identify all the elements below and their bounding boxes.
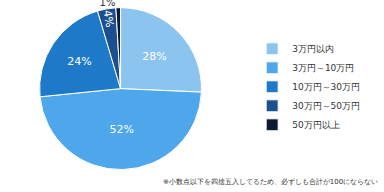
svg-text:4%: 4% xyxy=(100,9,116,28)
svg-text:50万円以上: 50万円以上 xyxy=(292,120,339,130)
svg-text:28%: 28% xyxy=(142,50,166,63)
svg-text:※小数点以下を四捨五入してるため、必ずしも合計が100になら: ※小数点以下を四捨五入してるため、必ずしも合計が100にならない xyxy=(163,178,378,186)
svg-text:1%: 1% xyxy=(100,0,116,8)
svg-text:10万円～30万円: 10万円～30万円 xyxy=(292,82,360,92)
svg-text:24%: 24% xyxy=(67,55,91,68)
svg-text:30万円～50万円: 30万円～50万円 xyxy=(292,101,360,111)
svg-text:52%: 52% xyxy=(110,123,134,136)
svg-text:3万円以内: 3万円以内 xyxy=(292,44,334,54)
svg-text:3万円～10万円: 3万円～10万円 xyxy=(292,63,354,73)
